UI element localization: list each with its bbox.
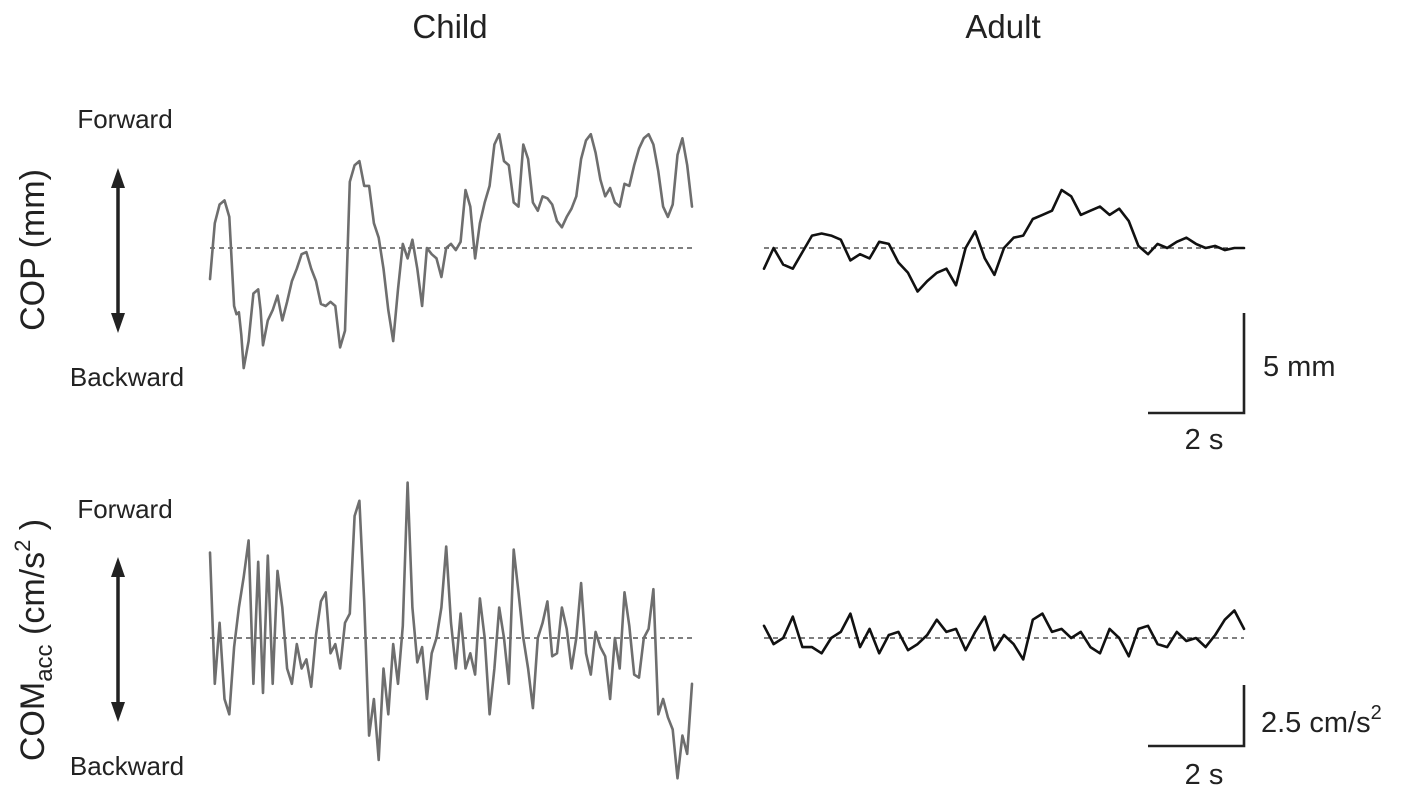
- row-label-com-sub: acc: [31, 644, 58, 681]
- scale-bar-cop-time: 2 s: [1185, 424, 1224, 456]
- backward-label-bottom: Backward: [70, 751, 184, 781]
- cop-child-trace: [210, 134, 692, 368]
- double-arrow-icon-bottom: [111, 557, 125, 722]
- scale-bar-com-amplitude-text: 2.5 cm/s: [1261, 707, 1371, 739]
- row-label-com-unit-close: ): [14, 519, 52, 540]
- row-label-cop: COP (mm): [14, 169, 52, 331]
- scale-bar-com-amplitude: 2.5 cm/s2: [1261, 702, 1382, 739]
- forward-label-bottom: Forward: [77, 494, 172, 524]
- scale-bar-com-amplitude-sup: 2: [1371, 702, 1382, 724]
- forward-label-top: Forward: [77, 104, 172, 134]
- scale-bar-cop: 5 mm 2 s: [1148, 313, 1336, 456]
- scale-bar-com-time: 2 s: [1185, 759, 1224, 788]
- backward-label-top: Backward: [70, 362, 184, 392]
- scale-bar-cop-amplitude: 5 mm: [1263, 351, 1336, 383]
- row-label-com-unit-open: (cm/s: [14, 552, 52, 645]
- column-title-adult: Adult: [965, 8, 1040, 45]
- com-adult-trace: [764, 611, 1244, 660]
- scale-bar-com-lines: [1148, 685, 1244, 746]
- cop-adult-trace: [764, 190, 1244, 292]
- double-arrow-icon-top: [111, 168, 125, 333]
- row-label-com: COMacc (cm/s2 ): [10, 519, 58, 761]
- scale-bar-com: 2.5 cm/s2 2 s: [1148, 685, 1382, 788]
- scale-bar-cop-lines: [1148, 313, 1244, 413]
- row-label-com-unit-sup: 2: [10, 540, 35, 552]
- column-title-child: Child: [412, 8, 487, 45]
- row-label-com-main: COM: [14, 682, 52, 761]
- com-child-trace: [210, 483, 692, 779]
